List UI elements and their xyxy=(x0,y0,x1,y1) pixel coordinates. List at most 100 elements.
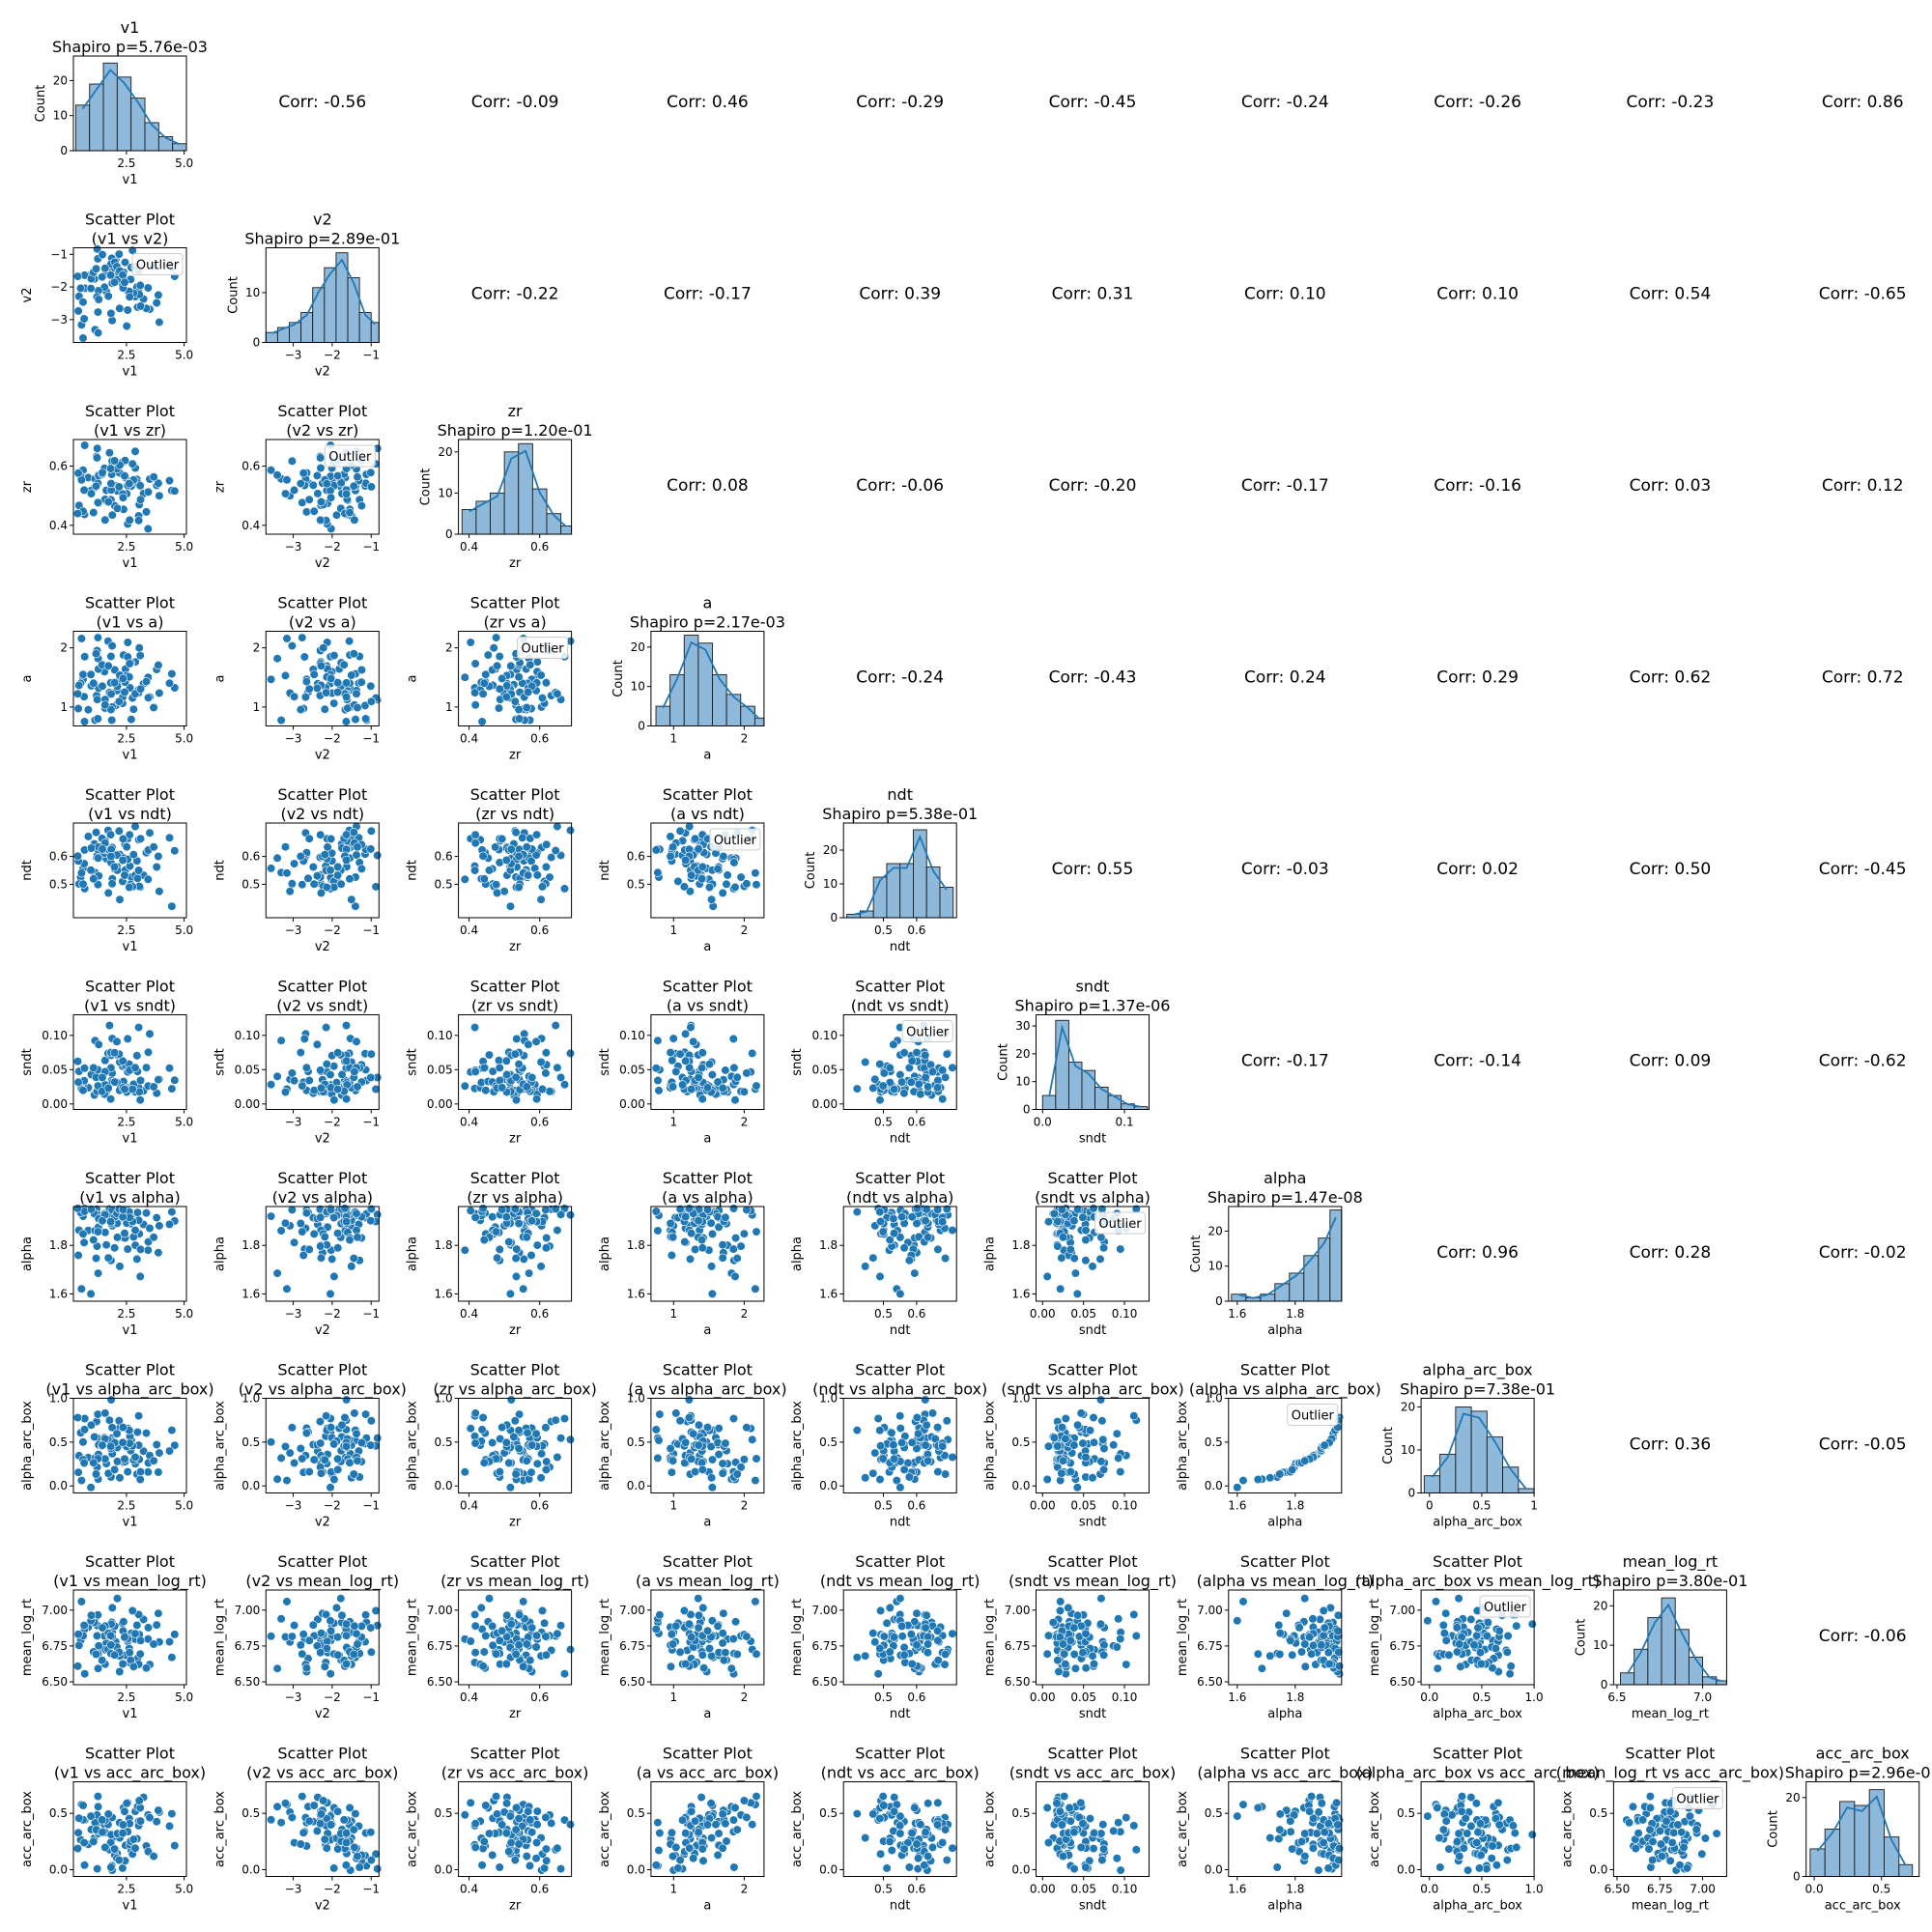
scatter-point xyxy=(1076,1408,1086,1418)
scatter-point xyxy=(730,1095,740,1105)
scatter-point xyxy=(170,486,180,496)
scatter-point xyxy=(86,284,96,294)
scatter-point xyxy=(481,1086,491,1095)
scatter-point xyxy=(460,1467,469,1477)
scatter-point xyxy=(1076,1842,1086,1852)
y-tick-label: 1 xyxy=(253,700,261,714)
scatter-point xyxy=(882,1863,892,1873)
scatter-point xyxy=(671,1066,681,1076)
scatter-title: Scatter Plot xyxy=(85,978,175,996)
scatter-point xyxy=(1472,1837,1482,1848)
scatter-point xyxy=(282,868,292,878)
scatter-point xyxy=(78,1229,88,1238)
scatter-point xyxy=(107,879,117,889)
scatter-point xyxy=(134,1411,144,1421)
hist-bar xyxy=(89,83,104,152)
scatter-point xyxy=(729,858,739,867)
scatter-point xyxy=(932,1083,943,1093)
scatter-point xyxy=(114,696,124,706)
scatter-point xyxy=(527,1828,537,1837)
x-tick-label: 0.6 xyxy=(530,1116,549,1129)
x-axis-label: a xyxy=(703,1899,711,1914)
kde-line xyxy=(271,258,376,334)
scatter-point xyxy=(916,1090,925,1099)
scatter-point xyxy=(1463,1865,1473,1875)
scatter-point xyxy=(1061,1434,1070,1444)
scatter-point xyxy=(78,1437,88,1447)
scatter-point xyxy=(1114,1453,1123,1463)
scatter-point xyxy=(536,1057,546,1067)
scatter-point xyxy=(497,834,507,844)
panel-8-9: Corr: -0.06 xyxy=(1819,1627,1907,1646)
scatter-point xyxy=(702,1422,713,1433)
scatter-point xyxy=(1317,1799,1326,1808)
scatter-point xyxy=(497,1820,507,1830)
scatter-subtitle: (v2 vs ndt) xyxy=(280,805,364,823)
x-tick-label: 0.05 xyxy=(1070,1499,1096,1513)
legend-box xyxy=(131,253,184,275)
scatter-point xyxy=(478,1204,488,1213)
scatter-point xyxy=(120,870,129,880)
x-tick-label: −2 xyxy=(324,923,341,937)
scatter-point xyxy=(298,1828,308,1837)
scatter-point xyxy=(875,1426,885,1435)
x-tick-label: 1.6 xyxy=(1228,1499,1246,1513)
y-tick-label: 0.5 xyxy=(627,877,645,891)
scatter-point xyxy=(492,888,502,898)
scatter-point xyxy=(326,866,335,875)
scatter-point xyxy=(694,1216,703,1226)
scatter-point xyxy=(1444,1650,1454,1660)
y-axis-label: v2 xyxy=(20,288,35,303)
scatter-point xyxy=(1265,1473,1275,1483)
corr-text: Corr: -0.29 xyxy=(856,93,944,112)
panel-3-5: Corr: -0.43 xyxy=(1049,668,1137,688)
corr-text: Corr: -0.56 xyxy=(278,93,366,112)
count-label: Count xyxy=(1574,1619,1588,1657)
scatter-point xyxy=(704,882,715,893)
axes-frame xyxy=(458,631,573,726)
hist-bar xyxy=(300,312,314,343)
panel-0-3: Corr: 0.46 xyxy=(667,93,749,112)
scatter-point xyxy=(1070,1663,1080,1673)
scatter-point xyxy=(352,1208,361,1218)
y-tick-label: 1.6 xyxy=(49,1287,68,1300)
scatter-point xyxy=(565,1820,576,1830)
scatter-title: Scatter Plot xyxy=(663,1745,753,1763)
scatter-point xyxy=(366,1216,376,1226)
scatter-point xyxy=(128,1834,138,1844)
y-tick-label: 0.0 xyxy=(1011,1479,1030,1492)
x-axis-label: zr xyxy=(509,1516,522,1530)
scatter-point xyxy=(878,1791,888,1802)
scatter-point xyxy=(320,850,329,860)
scatter-point xyxy=(312,871,323,881)
scatter-point xyxy=(112,503,123,513)
scatter-point xyxy=(1053,1216,1063,1227)
scatter-point xyxy=(349,1649,358,1660)
scatter-point xyxy=(470,659,480,668)
scatter-point xyxy=(356,677,366,687)
scatter-point xyxy=(718,1083,727,1093)
hist-bar xyxy=(1486,1436,1504,1493)
scatter-point xyxy=(118,1056,128,1065)
scatter-point xyxy=(932,1626,943,1635)
scatter-point xyxy=(488,1621,497,1631)
hist-bar xyxy=(1081,1069,1095,1110)
scatter-point xyxy=(93,714,102,724)
scatter-point xyxy=(132,1051,142,1061)
scatter-point xyxy=(527,1440,537,1450)
x-tick-label: −3 xyxy=(285,1499,302,1513)
scatter-point xyxy=(114,826,124,836)
scatter-point xyxy=(285,887,295,896)
scatter-point xyxy=(134,1796,144,1805)
scatter-point xyxy=(320,704,329,714)
scatter-point xyxy=(78,1086,88,1095)
scatter-point xyxy=(373,850,383,861)
scatter-point xyxy=(706,1651,717,1661)
scatter-point xyxy=(154,851,163,862)
scatter-point xyxy=(466,638,475,647)
scatter-point xyxy=(1116,1865,1125,1875)
hist-bar xyxy=(1620,1672,1635,1686)
scatter-point xyxy=(322,1411,331,1421)
scatter-point xyxy=(356,500,367,511)
scatter-point xyxy=(1469,1640,1479,1650)
